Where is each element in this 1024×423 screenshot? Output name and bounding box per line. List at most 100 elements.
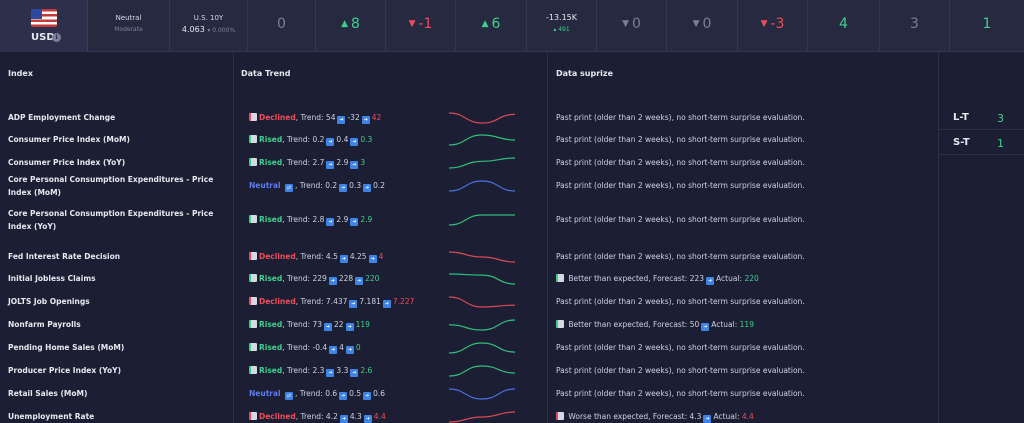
trend-value-1: 0.2	[312, 135, 325, 144]
arrow-right-icon: ➜	[382, 300, 391, 308]
index-name[interactable]: Nonfarm Payrolls	[8, 320, 81, 329]
index-name[interactable]: Core Personal Consumption Expenditures -…	[8, 209, 214, 231]
trend-sparkline	[449, 296, 515, 308]
sparkline-path	[449, 319, 515, 331]
bond-value: 4.063 ▾ 0.000%	[181, 25, 236, 34]
trend-sparkline	[449, 112, 515, 124]
forecast-value: 223	[689, 274, 705, 283]
side-label: S-T	[953, 137, 970, 148]
metric-value: ▼ 0	[692, 16, 712, 32]
trend-value-2: 228	[338, 274, 354, 283]
metric-cell: ▲ 8	[316, 0, 386, 52]
metric-cell: ▼ -3	[738, 0, 808, 52]
trend-value-1: 0.2	[325, 181, 338, 190]
trend-text: Declined, Trend: 7.437 ➜ 7.181 ➜ 7.227	[249, 297, 449, 308]
sparkline-path	[449, 112, 515, 124]
index-table: Index Data Trend Data suprize ADP Employ…	[0, 52, 1024, 423]
trend-value-3: 4	[378, 252, 384, 261]
trend-status: Declined	[259, 297, 296, 306]
trend-prefix: , Trend:	[282, 274, 313, 283]
arrow-right-icon: ➜	[706, 277, 715, 285]
index-name[interactable]: Initial Jobless Claims	[8, 274, 96, 283]
trend-value-2: 3.3	[336, 366, 349, 375]
index-name[interactable]: Unemployment Rate	[8, 412, 95, 421]
trend-value-2: 22	[334, 320, 344, 329]
arrow-right-icon: ➜	[345, 346, 354, 354]
trend-text: Neutral ⇄, Trend: 0.2 ➜ 0.3 ➜ 0.2	[249, 181, 449, 192]
sparkline-path	[449, 134, 515, 146]
trend-prefix: , Trend:	[295, 113, 326, 122]
trend-text: Neutral ⇄, Trend: 0.6 ➜ 0.5 ➜ 0.6	[249, 389, 449, 400]
trend-sparkline	[449, 388, 515, 400]
trend-status: Declined	[259, 252, 296, 261]
surprise-text: Past print (older than 2 weeks), no shor…	[556, 135, 805, 144]
index-name[interactable]: Core Personal Consumption Expenditures -…	[8, 175, 214, 197]
trend-value-1: 54	[325, 113, 336, 122]
side-summary-row: S-T 1	[939, 131, 1024, 155]
index-name[interactable]: Pending Home Sales (MoM)	[8, 343, 125, 352]
arrow-right-icon: ➜	[361, 116, 370, 124]
metric-cell: ▼ 0	[667, 0, 738, 52]
header-index: Index	[8, 69, 33, 78]
arrow-right-icon: ➜	[350, 369, 359, 377]
surprise-text: Past print (older than 2 weeks), no shor…	[556, 181, 805, 190]
actual-label: Actual:	[711, 320, 740, 329]
trend-value-2: 2.9	[336, 215, 349, 224]
trend-value-1: 7.437	[325, 297, 348, 306]
trend-value-3: 2.6	[360, 366, 373, 375]
surprise-text: Past print (older than 2 weeks), no shor…	[556, 158, 805, 167]
arrow-right-icon: ➜	[324, 323, 333, 331]
index-name[interactable]: Producer Price Index (YoY)	[8, 366, 122, 375]
index-name[interactable]: Consumer Price Index (YoY)	[8, 158, 126, 167]
trend-text: Rised, Trend: 0.2 ➜ 0.4 ➜ 0.3	[249, 135, 449, 146]
chart-down-icon	[249, 412, 257, 420]
trend-value-2: 7.181	[359, 297, 381, 306]
arrow-right-icon: ➜	[701, 323, 710, 331]
chart-up-icon	[249, 343, 257, 351]
arrow-right-icon: ➜	[339, 415, 348, 423]
side-summary: L-T 3 S-T 1	[939, 52, 1024, 155]
arrow-right-icon: ➜	[326, 218, 335, 226]
trend-text: Declined, Trend: 4.5 ➜ 4.25 ➜ 4	[249, 252, 449, 263]
trend-prefix: , Trend:	[282, 215, 313, 224]
trend-value-1: 2.7	[312, 158, 325, 167]
trend-prefix: , Trend:	[295, 297, 326, 306]
arrow-right-icon: ➜	[337, 116, 346, 124]
forecast-value: 50	[689, 320, 700, 329]
currency-selector[interactable]: USD i	[0, 0, 88, 52]
index-name[interactable]: Consumer Price Index (MoM)	[8, 135, 130, 144]
info-icon[interactable]: i	[52, 33, 61, 42]
trend-value-2: 2.9	[336, 158, 349, 167]
sparkline-path	[449, 157, 515, 169]
trend-value-2: 0.4	[336, 135, 349, 144]
chart-up-icon	[249, 274, 257, 282]
index-name[interactable]: ADP Employment Change	[8, 113, 116, 122]
actual-value: 119	[739, 320, 754, 329]
trend-text: Rised, Trend: 2.3 ➜ 3.3 ➜ 2.6	[249, 366, 449, 377]
trend-status: Neutral	[249, 181, 281, 190]
index-name[interactable]: Fed Interest Rate Decision	[8, 252, 121, 261]
metric-cell: -13.15K ▴ 491	[527, 0, 597, 52]
trend-prefix: , Trend:	[282, 158, 313, 167]
arrow-down-icon: ▼	[760, 19, 771, 29]
sentiment-cell: Neutral Moderate	[88, 0, 170, 52]
arrow-right-icon: ➜	[363, 415, 372, 423]
top-summary-bar: USD i Neutral Moderate U.S. 10Y 4.063 ▾ …	[0, 0, 1024, 52]
trend-sparkline	[449, 214, 515, 226]
trend-status: Declined	[259, 113, 296, 122]
trend-status: Rised	[259, 366, 283, 375]
chart-up-icon	[249, 320, 257, 328]
chart-up-icon	[249, 366, 257, 374]
us-flag-icon	[31, 9, 57, 27]
index-name[interactable]: JOLTS Job Openings	[8, 297, 90, 306]
sparkline-path	[449, 365, 515, 377]
arrow-right-icon: ➜	[350, 218, 359, 226]
trend-value-3: 0	[355, 343, 361, 352]
trend-value-1: 4.2	[325, 412, 338, 421]
index-name[interactable]: Retail Sales (MoM)	[8, 389, 88, 398]
surprise-label: Better than expected, Forecast:	[566, 274, 690, 283]
metric-value: ▼ -1	[408, 16, 433, 32]
chart-up-icon	[249, 215, 257, 223]
trend-status: Rised	[259, 215, 283, 224]
trend-text: Rised, Trend: 2.7 ➜ 2.9 ➜ 3	[249, 158, 449, 169]
